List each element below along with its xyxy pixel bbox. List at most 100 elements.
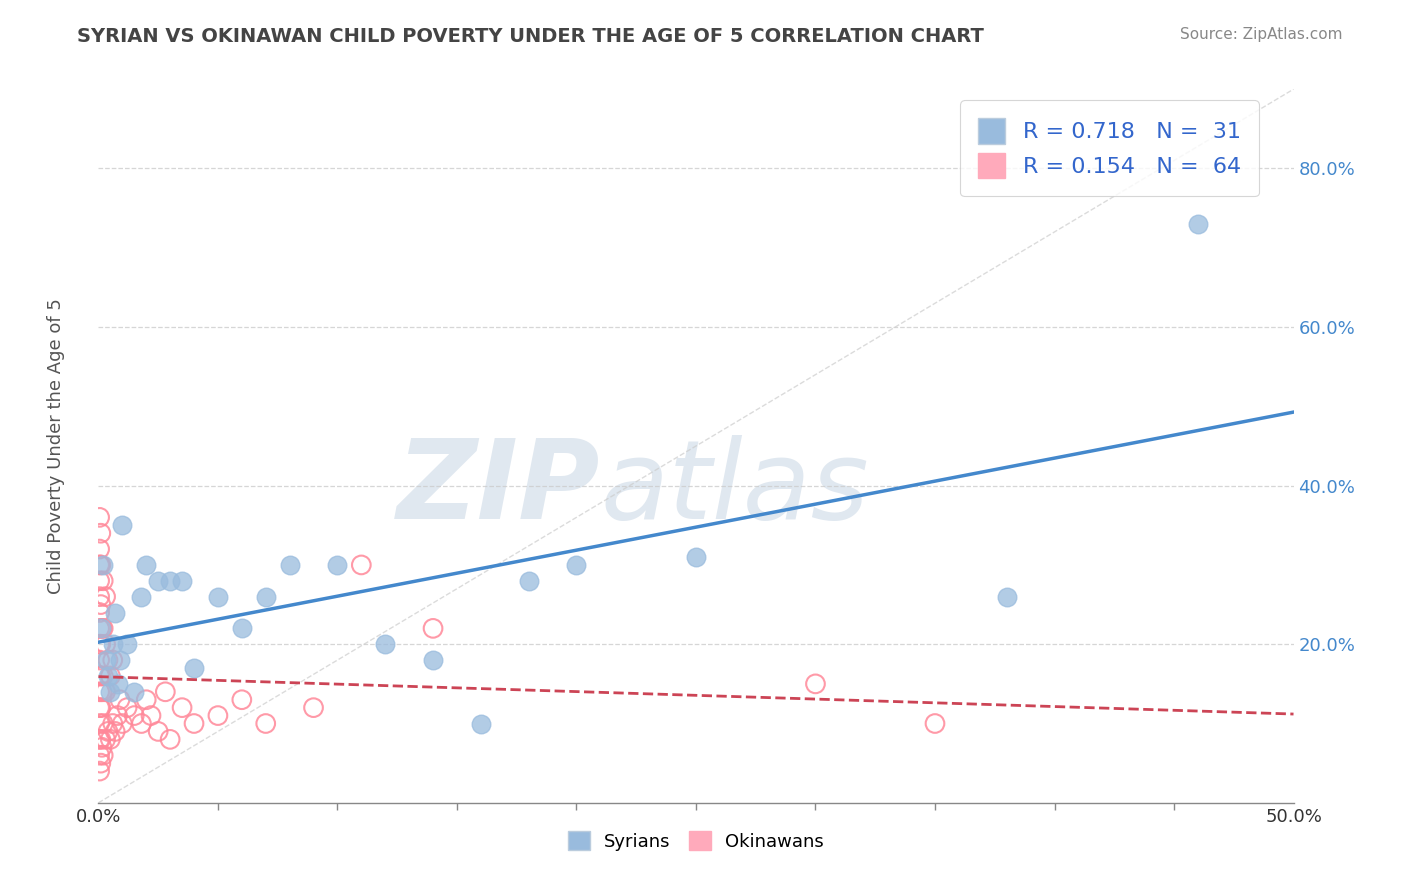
- Point: [90, 669, 112, 683]
- Point: [101, 653, 124, 667]
- Point: [350, 558, 373, 572]
- Point: [90, 621, 112, 635]
- Point: [302, 700, 325, 714]
- Point: [89, 558, 111, 572]
- Point: [172, 700, 194, 714]
- Point: [231, 692, 253, 706]
- Point: [89, 700, 111, 714]
- Legend: Syrians, Okinawans: Syrians, Okinawans: [561, 824, 831, 858]
- Point: [155, 685, 177, 699]
- Point: [94, 637, 117, 651]
- Point: [89, 716, 111, 731]
- Point: [94, 685, 117, 699]
- Point: [111, 518, 134, 533]
- Point: [97, 669, 120, 683]
- Point: [278, 558, 301, 572]
- Point: [254, 590, 277, 604]
- Point: [183, 716, 205, 731]
- Point: [90, 732, 112, 747]
- Point: [89, 685, 111, 699]
- Point: [135, 692, 157, 706]
- Point: [565, 558, 588, 572]
- Point: [924, 716, 946, 731]
- Text: Child Poverty Under the Age of 5: Child Poverty Under the Age of 5: [48, 298, 65, 594]
- Point: [995, 590, 1018, 604]
- Point: [91, 685, 114, 699]
- Point: [91, 621, 114, 635]
- Point: [422, 621, 444, 635]
- Point: [89, 590, 111, 604]
- Point: [422, 653, 444, 667]
- Point: [207, 708, 229, 723]
- Point: [89, 732, 111, 747]
- Point: [98, 732, 122, 747]
- Point: [91, 669, 114, 683]
- Point: [135, 558, 157, 572]
- Text: ZIP: ZIP: [396, 435, 600, 542]
- Point: [685, 549, 707, 564]
- Point: [98, 685, 122, 699]
- Point: [97, 724, 120, 739]
- Point: [104, 606, 127, 620]
- Point: [89, 542, 111, 557]
- Point: [94, 590, 117, 604]
- Point: [108, 653, 131, 667]
- Point: [139, 708, 162, 723]
- Point: [91, 621, 114, 635]
- Point: [91, 748, 114, 763]
- Point: [89, 606, 111, 620]
- Point: [115, 637, 138, 651]
- Point: [89, 653, 111, 667]
- Point: [115, 700, 138, 714]
- Point: [470, 716, 492, 731]
- Point: [148, 724, 170, 739]
- Point: [91, 740, 114, 755]
- Text: Source: ZipAtlas.com: Source: ZipAtlas.com: [1180, 27, 1343, 42]
- Point: [804, 677, 827, 691]
- Point: [101, 716, 124, 731]
- Text: atlas: atlas: [600, 435, 869, 542]
- Point: [1187, 217, 1209, 231]
- Point: [90, 526, 112, 541]
- Point: [131, 716, 153, 731]
- Point: [517, 574, 540, 588]
- Point: [94, 732, 117, 747]
- Point: [91, 716, 114, 731]
- Point: [374, 637, 396, 651]
- Point: [97, 653, 120, 667]
- Point: [111, 716, 134, 731]
- Point: [90, 756, 112, 771]
- Point: [90, 700, 112, 714]
- Point: [91, 558, 114, 572]
- Point: [91, 574, 114, 588]
- Point: [104, 724, 127, 739]
- Point: [159, 732, 181, 747]
- Point: [90, 598, 112, 612]
- Point: [207, 590, 229, 604]
- Point: [90, 558, 112, 572]
- Point: [254, 716, 277, 731]
- Point: [90, 637, 112, 651]
- Point: [89, 637, 111, 651]
- Point: [148, 574, 170, 588]
- Point: [108, 692, 131, 706]
- Point: [89, 574, 111, 588]
- Point: [326, 558, 349, 572]
- Point: [89, 669, 111, 683]
- Point: [98, 669, 122, 683]
- Point: [231, 621, 253, 635]
- Point: [172, 574, 194, 588]
- Point: [89, 764, 111, 778]
- Point: [159, 574, 181, 588]
- Point: [89, 748, 111, 763]
- Point: [124, 685, 146, 699]
- Text: SYRIAN VS OKINAWAN CHILD POVERTY UNDER THE AGE OF 5 CORRELATION CHART: SYRIAN VS OKINAWAN CHILD POVERTY UNDER T…: [77, 27, 984, 45]
- Point: [101, 637, 124, 651]
- Point: [183, 661, 205, 675]
- Point: [124, 708, 146, 723]
- Point: [131, 590, 153, 604]
- Point: [107, 677, 129, 691]
- Point: [107, 708, 129, 723]
- Point: [89, 621, 111, 635]
- Point: [94, 653, 117, 667]
